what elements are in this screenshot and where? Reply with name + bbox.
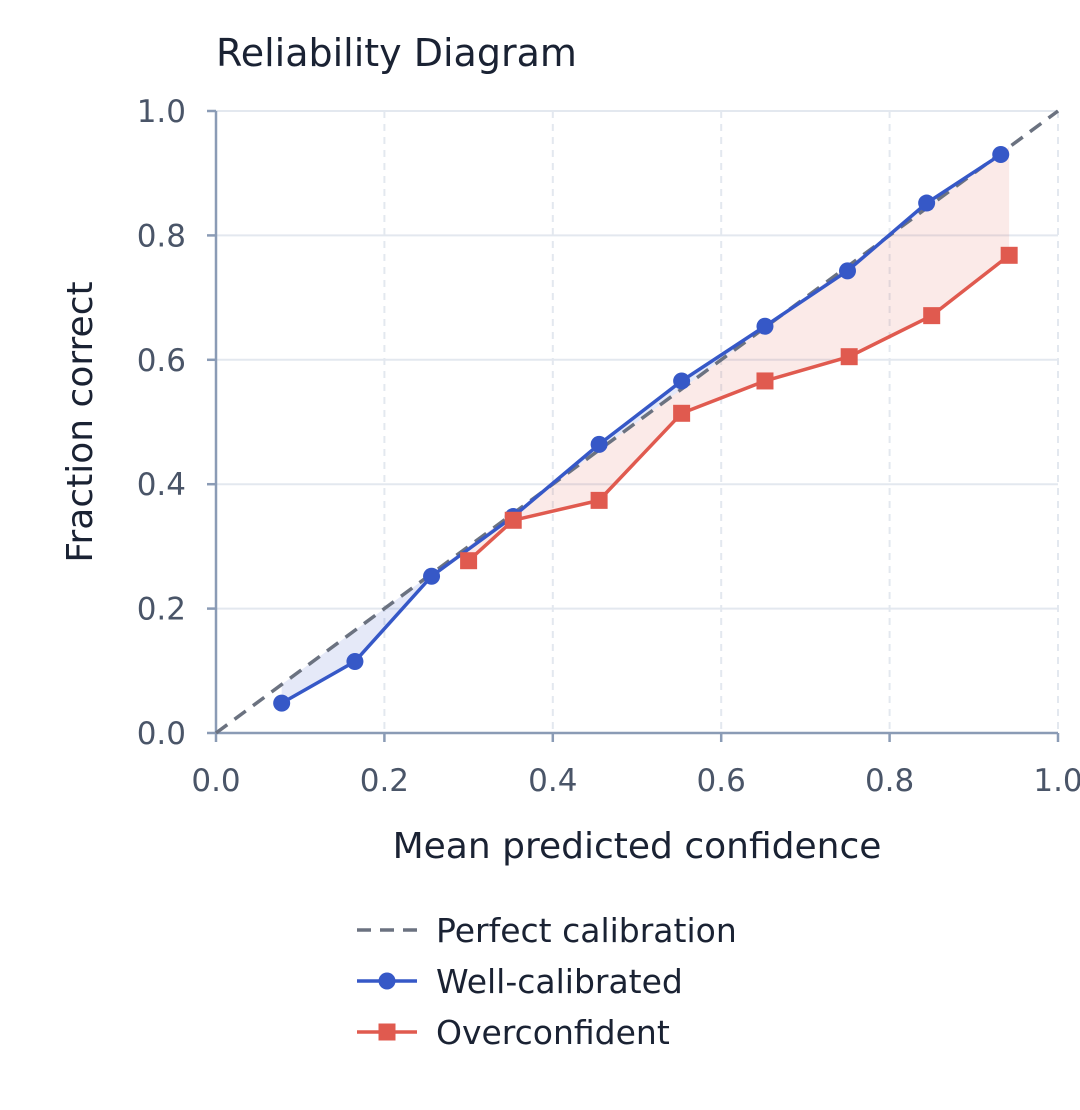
x-tick-label: 0.2 — [360, 763, 409, 799]
chart-title: Reliability Diagram — [216, 31, 577, 75]
x-tick-label: 0.8 — [865, 763, 914, 799]
well-calibrated-point — [673, 372, 691, 390]
well-calibrated-point — [423, 567, 441, 585]
well-calibrated-point — [992, 146, 1010, 164]
x-tick-label: 0.0 — [191, 763, 240, 799]
overconfident-point — [504, 511, 522, 529]
legend-item: Overconfident — [357, 1013, 670, 1052]
legend-item: Well-calibrated — [357, 962, 683, 1001]
legend-swatch-circle-marker — [378, 972, 396, 990]
grid-lines — [216, 110, 1059, 733]
y-tick-label: 0.8 — [137, 218, 186, 254]
overconfident-point — [1000, 246, 1018, 264]
legend-label: Well-calibrated — [436, 962, 683, 1001]
overconfident-series-line — [467, 253, 1011, 563]
overconfident-point — [673, 404, 691, 422]
series-layer — [214, 109, 1060, 735]
overconfident-point — [923, 307, 941, 325]
well-calibrated-point — [918, 194, 936, 212]
y-tick-label: 0.4 — [137, 467, 186, 503]
x-tick-label: 0.4 — [528, 763, 577, 799]
calibration-gap-fill-overconfident — [468, 147, 1010, 561]
overconfident-point — [756, 372, 774, 390]
well-calibrated-point — [346, 652, 364, 670]
legend-label: Overconfident — [436, 1013, 670, 1052]
perfect-calibration-line — [214, 109, 1060, 735]
legend: Perfect calibration Well-calibrated Overco… — [357, 911, 737, 1052]
x-tick-label: 0.6 — [697, 763, 746, 799]
well-calibrated-point — [839, 262, 856, 280]
x-axis-label: Mean predicted confidence — [393, 826, 882, 867]
legend-label: Perfect calibration — [436, 911, 737, 950]
overconfident-point — [460, 552, 478, 570]
y-tick-label: 0.6 — [137, 343, 186, 379]
y-tick-label: 1.0 — [137, 94, 186, 130]
y-tick-label: 0.2 — [137, 592, 186, 628]
well-calibrated-point — [590, 435, 608, 453]
well-calibrated-series-line — [280, 153, 1002, 705]
well-calibrated-point — [273, 694, 291, 712]
axes — [207, 109, 1060, 742]
overconfident-point — [590, 491, 608, 509]
y-tick-label: 0.0 — [137, 716, 186, 752]
x-tick-label: 1.0 — [1033, 763, 1080, 799]
y-axis-label: Fraction correct — [60, 281, 101, 562]
calibration-gap-fills — [281, 147, 1010, 704]
tick-labels: 0.0 0.2 0.4 0.6 0.8 1.0 0.0 0.2 0.4 0.6 0.8 1.0 — [137, 94, 1080, 799]
well-calibrated-point — [756, 317, 774, 335]
legend-swatch-square-marker — [378, 1023, 396, 1041]
overconfident-point — [840, 348, 858, 366]
calibration-gap-fill-well-calibrated — [281, 153, 1001, 704]
legend-item: Perfect calibration — [357, 911, 737, 950]
